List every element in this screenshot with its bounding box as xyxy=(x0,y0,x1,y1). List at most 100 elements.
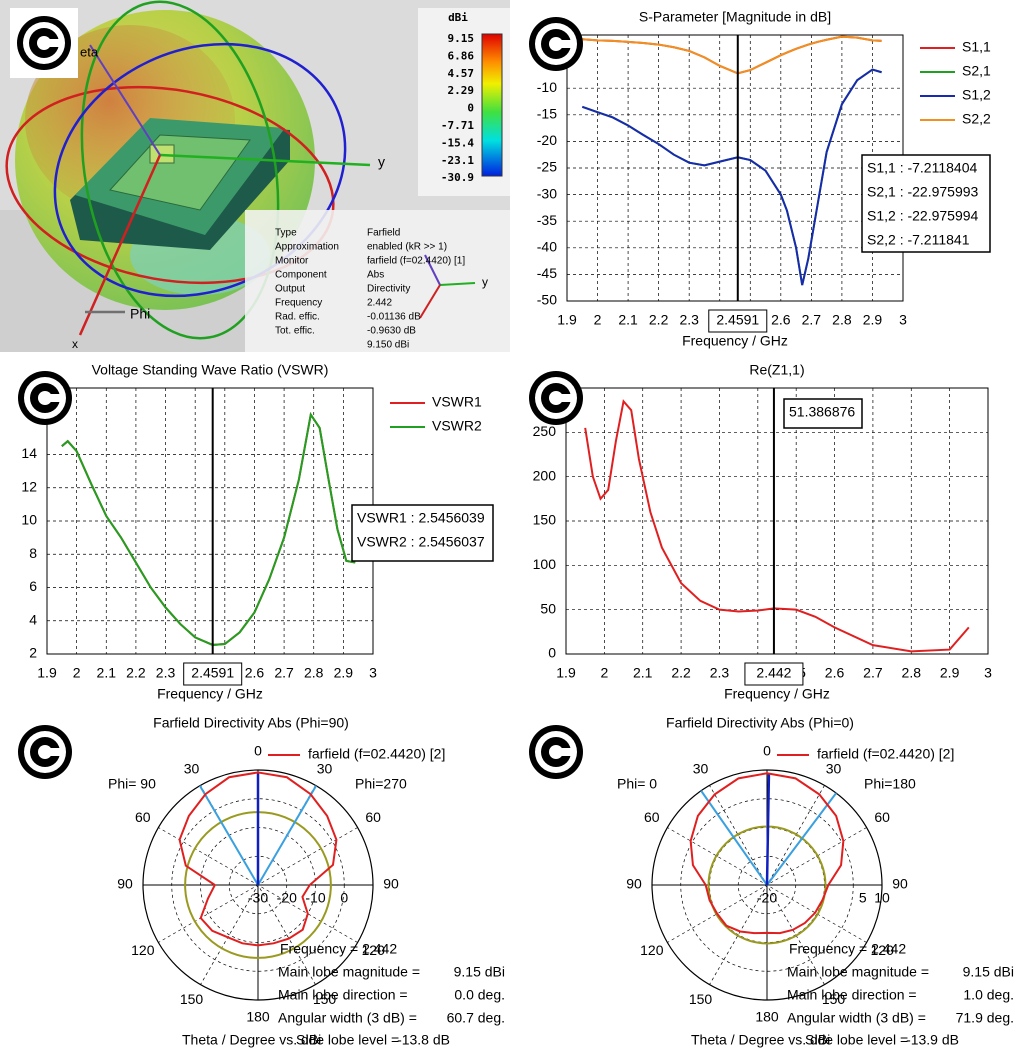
info-value: 9.15 dBi xyxy=(454,964,505,980)
marker-value: VSWR2 : 2.5456037 xyxy=(357,534,485,550)
legend-label: S1,1 xyxy=(962,39,991,55)
info-value: enabled (kR >> 1) xyxy=(367,242,447,253)
r-tick-label: -20 xyxy=(757,890,777,906)
info-value: 2.442 xyxy=(367,298,392,309)
r-tick-label: 5 xyxy=(859,890,867,906)
x-tick-label: 2.2 xyxy=(126,665,146,681)
marker-box xyxy=(861,154,991,253)
angle-label: 120 xyxy=(362,942,386,958)
info-value: farfield (f=02.4420) [1] xyxy=(367,256,465,267)
x-tick-label: 2.1 xyxy=(633,665,653,681)
info-value: 60.7 deg. xyxy=(447,1010,505,1026)
beamwidth-line xyxy=(257,785,317,886)
x-tick-label: 2.8 xyxy=(902,665,922,681)
x-tick-label: 2.2 xyxy=(649,312,669,328)
x-tick-label: 2.7 xyxy=(802,312,822,328)
axis-name: y xyxy=(482,275,488,289)
series-line xyxy=(581,68,882,286)
y-tick-label: 200 xyxy=(533,467,557,483)
angle-label: 60 xyxy=(135,809,151,825)
logo-gap xyxy=(558,40,572,48)
y-tick-label: 14 xyxy=(21,445,37,461)
marker-x-label: 2.442 xyxy=(756,665,791,681)
info-label: Main lobe direction = xyxy=(787,987,917,1003)
x-tick-label: 3 xyxy=(369,665,377,681)
info-value: -0.01136 dB xyxy=(367,312,421,323)
colorbar-label: -7.71 xyxy=(441,119,474,132)
y-tick-label: -10 xyxy=(537,79,557,95)
logo-gap xyxy=(46,39,60,47)
x-axis-label: Frequency / GHz xyxy=(724,686,830,702)
y-tick-label: 0 xyxy=(548,645,556,661)
x-axis-label: Theta / Degree vs. dBi xyxy=(182,1032,321,1048)
angle-label: 0 xyxy=(254,743,262,759)
angle-label: 0 xyxy=(763,743,771,759)
legend-label: S2,1 xyxy=(962,63,991,79)
info-value: -0.9630 dB xyxy=(367,326,416,337)
x-axis-label: Frequency / GHz xyxy=(157,686,263,702)
x-tick-label: 2.6 xyxy=(825,665,845,681)
y-tick-label: -50 xyxy=(537,292,557,308)
angle-label: 30 xyxy=(826,761,842,777)
angle-label: 30 xyxy=(317,761,333,777)
r-tick-label: 0 xyxy=(340,890,348,906)
logo-gap xyxy=(47,748,61,756)
y-tick-label: 10 xyxy=(21,512,37,528)
info-value: Directivity xyxy=(367,284,410,295)
r-tick-label: 10 xyxy=(874,890,890,906)
angle-label: 150 xyxy=(313,991,337,1007)
mini-x xyxy=(419,284,441,319)
beamwidth-line xyxy=(766,792,837,886)
info-key: Output xyxy=(275,284,305,295)
info-value: 9.15 dBi xyxy=(963,964,1014,980)
series-line xyxy=(61,411,356,646)
angle-label: 180 xyxy=(246,1009,270,1025)
x-tick-label: 1.9 xyxy=(557,312,577,328)
phi-label: Phi=270 xyxy=(355,776,407,792)
info-label: Angular width (3 dB) = xyxy=(787,1010,926,1026)
colorbar-label: 9.15 xyxy=(448,32,475,45)
phi-label: Phi= 0 xyxy=(617,776,657,792)
info-key: Frequency xyxy=(275,298,322,309)
colorbar-label: -15.4 xyxy=(441,136,474,149)
marker-x-box xyxy=(183,662,243,686)
pattern-curve xyxy=(689,772,845,935)
r-tick-label: -20 xyxy=(277,890,297,906)
beamwidth-line xyxy=(700,790,768,886)
x-tick-label: 2 xyxy=(594,312,602,328)
y-tick-label: 100 xyxy=(533,556,557,572)
series-group xyxy=(584,399,970,653)
x-tick-label: 2.9 xyxy=(940,665,960,681)
marker-value: S1,2 : -22.975994 xyxy=(867,208,979,224)
angle-label: 120 xyxy=(131,942,155,958)
x-tick-label: 2.8 xyxy=(304,665,324,681)
angle-label: 90 xyxy=(117,876,133,892)
chart-title: S-Parameter [Magnitude in dB] xyxy=(639,9,831,25)
x-tick-label: 1.9 xyxy=(556,665,576,681)
x-tick-label: 2 xyxy=(600,665,608,681)
x-tick-label: 2.3 xyxy=(156,665,176,681)
info-key: Component xyxy=(275,270,327,281)
info-key: Rad. effic. xyxy=(275,312,320,323)
x-axis-label: Theta / Degree vs. dBi xyxy=(691,1032,830,1048)
mini-y xyxy=(439,282,476,286)
colorbar-label: 2.29 xyxy=(448,84,475,97)
marker-box xyxy=(783,398,863,429)
r-tick-label: -30 xyxy=(248,890,268,906)
colorbar-label: 4.57 xyxy=(448,67,475,80)
info-label: Main lobe magnitude = xyxy=(278,964,420,980)
y-tick-label: 50 xyxy=(540,600,556,616)
legend-label: farfield (f=02.4420) [2] xyxy=(817,746,954,762)
info-label: Angular width (3 dB) = xyxy=(278,1010,417,1026)
x-tick-label: 2.3 xyxy=(710,665,730,681)
y-tick-label: -20 xyxy=(537,132,557,148)
info-value: -13.8 dB xyxy=(397,1032,450,1048)
angle-label: 120 xyxy=(640,942,664,958)
x-tick-label: 2.1 xyxy=(97,665,117,681)
beamwidth-line xyxy=(199,785,259,886)
logo-gap xyxy=(558,748,572,756)
x-tick-label: 2 xyxy=(73,665,81,681)
x-tick-label: 2.7 xyxy=(863,665,883,681)
x-tick-label: 2.9 xyxy=(863,312,883,328)
